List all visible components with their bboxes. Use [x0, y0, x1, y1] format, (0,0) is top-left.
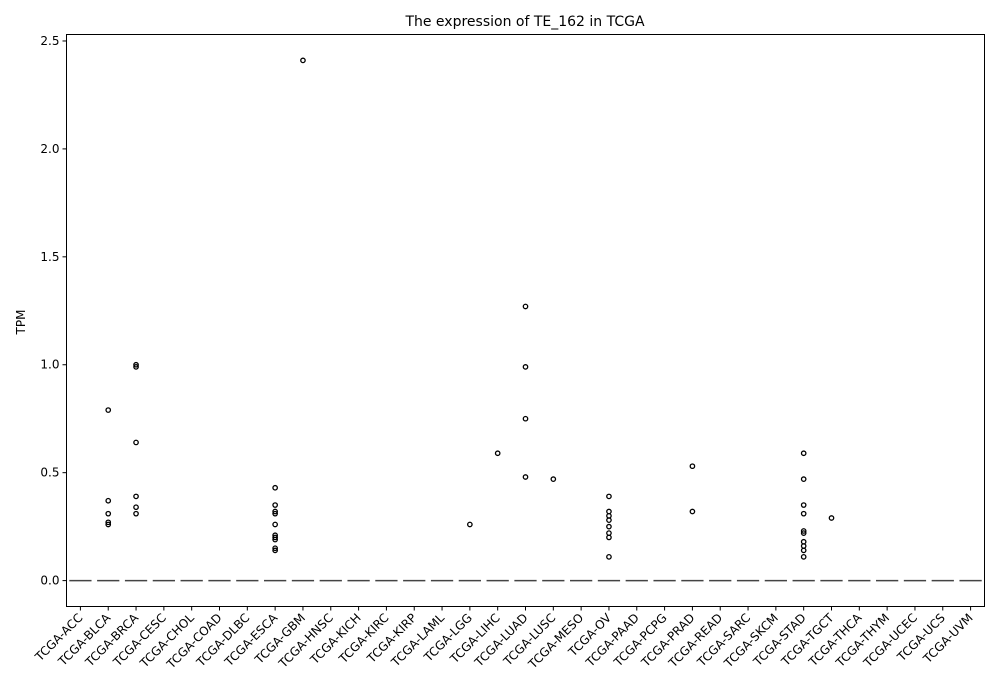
outlier-point	[800, 528, 807, 534]
outlier-point	[800, 554, 807, 560]
outlier-point	[522, 303, 529, 310]
outlier-point	[133, 364, 139, 370]
outlier-point	[272, 484, 278, 491]
outlier-point	[272, 508, 278, 515]
outlier-point	[689, 508, 696, 515]
outlier-point	[272, 521, 278, 528]
outlier-point	[105, 521, 112, 528]
outlier-point	[522, 474, 529, 480]
y-tick-label: 1.0	[40, 358, 59, 372]
y-tick-label: 0.0	[40, 574, 59, 588]
outlier-point	[272, 502, 278, 508]
outlier-point	[689, 463, 696, 470]
outlier-point	[606, 534, 612, 541]
outlier-point	[133, 510, 139, 517]
outlier-point	[606, 554, 612, 560]
outlier-point	[272, 545, 278, 552]
outlier-point	[105, 497, 112, 504]
outlier-point	[133, 493, 139, 500]
outlier-point	[800, 476, 807, 482]
y-axis: 0.0 0.5 1.0 1.5 2.0 2.5	[40, 34, 67, 588]
outlier-point	[105, 510, 112, 517]
outlier-point	[133, 504, 139, 511]
outlier-point	[272, 534, 278, 541]
y-tick-label: 1.5	[40, 250, 59, 264]
chart-title: The expression of TE_162 in TCGA	[404, 14, 645, 30]
outlier-point	[606, 517, 612, 524]
y-tick-label: 0.5	[40, 466, 59, 480]
outlier-point	[272, 547, 278, 554]
outlier-point	[105, 519, 112, 526]
y-tick-label: 2.5	[40, 34, 59, 48]
outlier-point	[606, 493, 612, 500]
outlier-point	[105, 407, 112, 413]
outliers-layer	[105, 57, 835, 560]
outlier-point	[467, 521, 473, 528]
y-axis-label: TPM	[14, 310, 28, 336]
outlier-point	[272, 510, 278, 517]
outlier-point	[606, 523, 612, 530]
outlier-point	[300, 57, 306, 64]
outlier-point	[800, 530, 807, 536]
y-tick-label: 2.0	[40, 142, 59, 156]
outlier-point	[550, 476, 557, 482]
outlier-point	[800, 510, 807, 517]
outlier-point	[828, 515, 835, 521]
plot-frame	[66, 34, 985, 607]
outlier-point	[800, 450, 807, 457]
outlier-point	[494, 450, 501, 457]
outlier-point	[133, 439, 139, 446]
outlier-point	[522, 364, 529, 370]
x-axis: TCGA-ACCTCGA-BLCATCGA-BRCATCGA-CESCTCGA-…	[32, 606, 976, 672]
outlier-point	[522, 415, 529, 422]
outlier-point	[800, 547, 807, 554]
outlier-point	[800, 502, 807, 508]
outlier-point	[133, 361, 139, 368]
outlier-point	[272, 536, 278, 543]
